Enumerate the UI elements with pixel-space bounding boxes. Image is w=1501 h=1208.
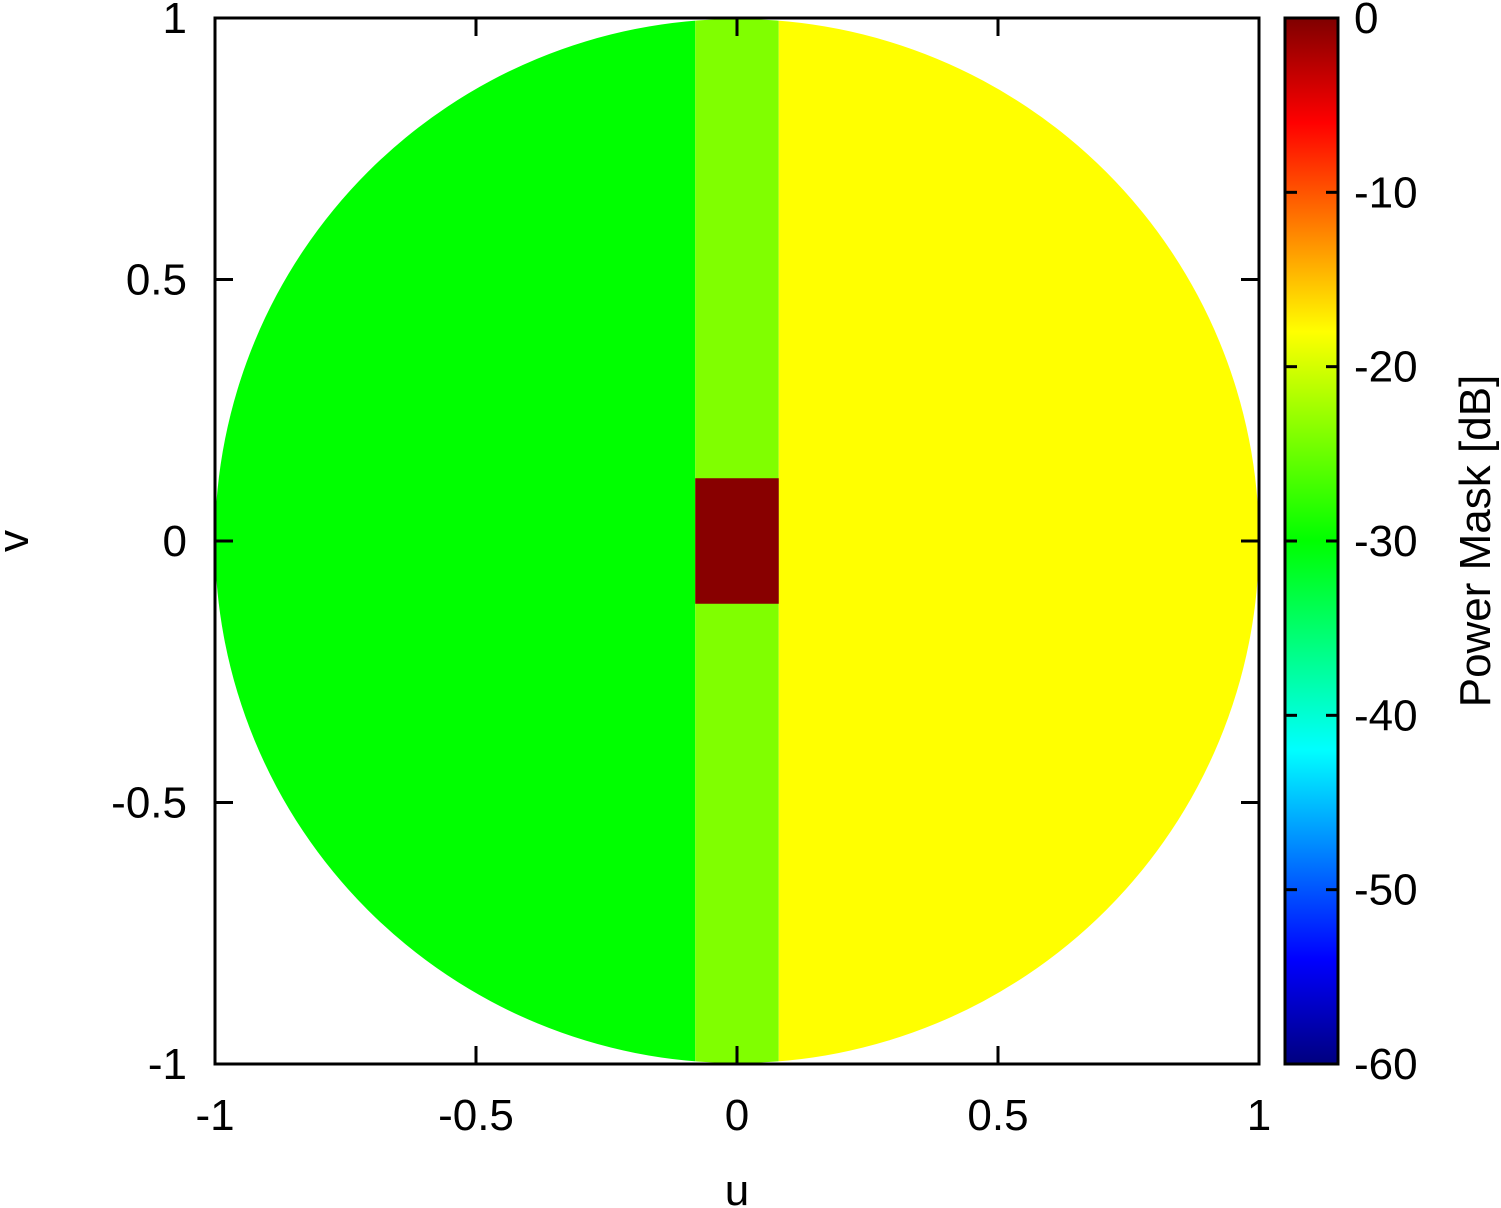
x-axis-ticks: -1 -0.5 0 0.5 1 xyxy=(195,18,1271,1140)
colorbar-tick-label: -30 xyxy=(1354,517,1418,566)
region-right xyxy=(778,19,1259,1063)
x-axis-label: u xyxy=(725,1166,749,1208)
colorbar-ticks: 0 -10 -20 -30 -40 -50 -60 xyxy=(1285,0,1418,1089)
y-tick-label: -0.5 xyxy=(111,779,187,828)
colorbar-tick-label: -20 xyxy=(1354,343,1418,392)
heatmap-regions xyxy=(215,19,1259,1063)
colorbar-tick-label: -10 xyxy=(1354,168,1418,217)
x-tick-label: 0 xyxy=(725,1091,749,1140)
y-tick-label: -1 xyxy=(148,1040,187,1089)
plot-area: -1 -0.5 0 0.5 1 -1 -0.5 0 0.5 1 xyxy=(111,0,1271,1140)
region-main-beam xyxy=(695,478,779,604)
y-tick-label: 0.5 xyxy=(126,256,187,305)
x-tick-label: 0.5 xyxy=(967,1091,1028,1140)
y-axis-ticks: -1 -0.5 0 0.5 1 xyxy=(111,0,1259,1089)
x-tick-label: -1 xyxy=(195,1091,234,1140)
colorbar: 0 -10 -20 -30 -40 -50 -60 xyxy=(1283,0,1418,1089)
colorbar-tick-label: -60 xyxy=(1354,1040,1418,1089)
colorbar-tick-label: -50 xyxy=(1354,866,1418,915)
x-tick-label: 1 xyxy=(1247,1091,1271,1140)
y-tick-label: 0 xyxy=(163,517,187,566)
x-tick-label: -0.5 xyxy=(438,1091,514,1140)
colorbar-tick-label: 0 xyxy=(1354,0,1378,43)
y-axis-label: v xyxy=(0,530,38,552)
colorbar-label: Power Mask [dB] xyxy=(1451,375,1500,708)
region-left xyxy=(215,19,696,1063)
colorbar-tick-label: -40 xyxy=(1354,691,1418,740)
y-tick-label: 1 xyxy=(163,0,187,43)
